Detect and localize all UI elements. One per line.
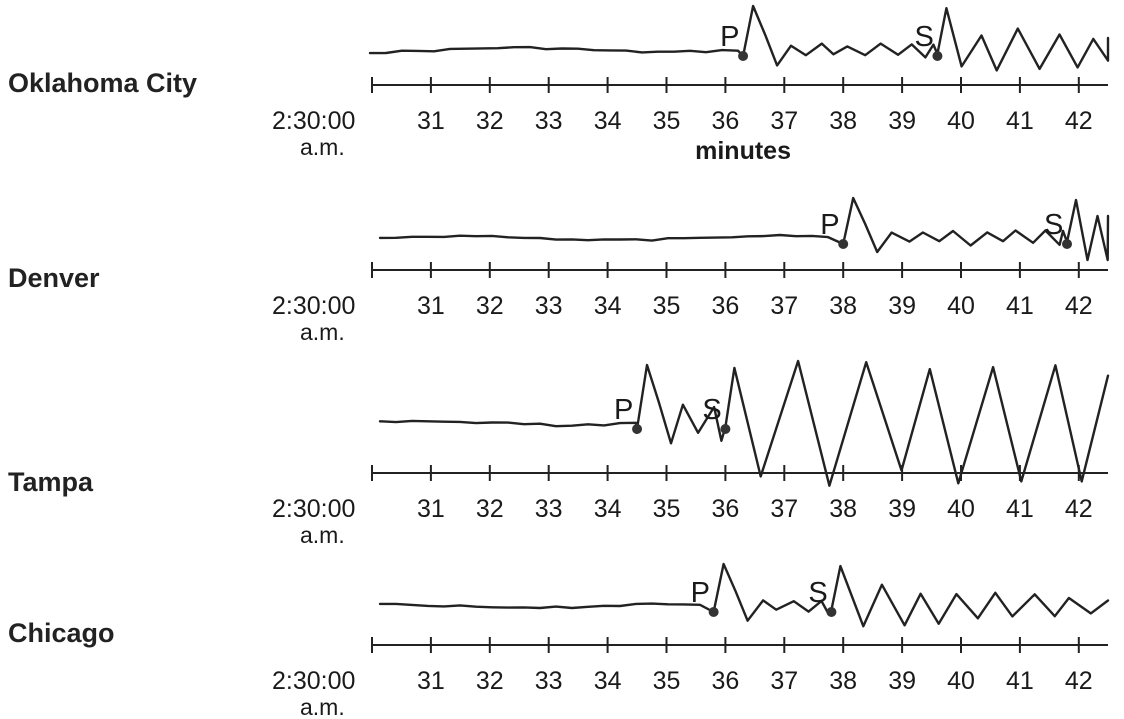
- p-wave-arrival-dot: [838, 239, 849, 249]
- axis-start-label: 2:30:00: [272, 292, 355, 320]
- tick-label: 40: [947, 292, 975, 320]
- tick-label: 38: [829, 667, 857, 695]
- s-wave-arrival-dot: [1062, 239, 1073, 249]
- tick-label: 42: [1065, 292, 1093, 320]
- tick-label: 42: [1065, 667, 1093, 695]
- tick-label: 37: [770, 292, 798, 320]
- station-label-oklahoma-city: Oklahoma City: [8, 68, 198, 98]
- waveform-trace: [368, 4, 1110, 72]
- tick-label: 32: [476, 495, 504, 523]
- tick-label: 39: [888, 107, 916, 135]
- time-axis: 2:30:00a.m. 31 32 33 34 35 36 37 38 39 40 41 42: [272, 637, 1108, 719]
- tick-label: 41: [1006, 667, 1034, 695]
- seismogram-tampa: P S 2:30:00a.m. 31 32 33 34 35 36 37 38 39 40 41 42: [272, 359, 1110, 548]
- tick-label: 33: [535, 667, 563, 695]
- seismogram-chicago: P S 2:30:00a.m. 31 32 33 34 35 36 37 38 39 40 41 42: [272, 562, 1110, 719]
- tick-label: 33: [535, 107, 563, 135]
- tick-label: 41: [1006, 107, 1034, 135]
- seismogram-oklahoma-city: P S 2:30:00a.m. 31 32 33 34 35 36 37 38 39 40 41 42 min…: [272, 4, 1110, 165]
- tick-label: 39: [888, 667, 916, 695]
- tick-label: 33: [535, 292, 563, 320]
- tick-label: 35: [653, 107, 681, 135]
- p-wave-label: P: [820, 209, 839, 241]
- tick-label: 40: [947, 667, 975, 695]
- tick-label: 32: [476, 292, 504, 320]
- tick-label: 41: [1006, 495, 1034, 523]
- waveform-trace: [378, 196, 1110, 262]
- s-wave-label: S: [914, 21, 933, 53]
- tick-label: 37: [770, 667, 798, 695]
- tick-label: 35: [653, 292, 681, 320]
- time-axis: 2:30:00a.m. 31 32 33 34 35 36 37 38 39 40 41 42: [272, 465, 1108, 548]
- tick-label: 41: [1006, 292, 1034, 320]
- tick-label: 34: [594, 495, 622, 523]
- tick-label: 40: [947, 107, 975, 135]
- tick-label: 32: [476, 667, 504, 695]
- tick-label: 35: [653, 495, 681, 523]
- axis-start-sublabel: a.m.: [300, 134, 345, 160]
- tick-label: 37: [770, 495, 798, 523]
- tick-label: 33: [535, 495, 563, 523]
- time-axis: 2:30:00a.m. 31 32 33 34 35 36 37 38 39 40 41 42: [272, 262, 1108, 345]
- p-wave-arrival-dot: [708, 607, 719, 617]
- tick-label: 34: [594, 667, 622, 695]
- tick-label: 32: [476, 107, 504, 135]
- p-wave-label: P: [720, 21, 739, 53]
- tick-label: 36: [711, 107, 739, 135]
- axis-start-sublabel: a.m.: [300, 522, 345, 548]
- tick-label: 34: [594, 292, 622, 320]
- tick-label: 39: [888, 292, 916, 320]
- tick-label: 38: [829, 495, 857, 523]
- tick-label: 37: [770, 107, 798, 135]
- tick-label: 36: [711, 495, 739, 523]
- p-wave-label: P: [614, 394, 633, 426]
- tick-label: 31: [417, 667, 445, 695]
- p-wave-arrival-dot: [632, 424, 643, 434]
- p-wave-arrival-dot: [738, 51, 749, 61]
- station-label-denver: Denver: [8, 263, 100, 293]
- tick-label: 31: [417, 495, 445, 523]
- tick-label: 42: [1065, 107, 1093, 135]
- s-wave-arrival-dot: [932, 51, 943, 61]
- seismogram-denver: P S 2:30:00a.m. 31 32 33 34 35 36 37 38 39 40 41 42: [272, 196, 1110, 345]
- tick-label: 42: [1065, 495, 1093, 523]
- station-label-chicago: Chicago: [8, 618, 115, 648]
- s-wave-arrival-dot: [720, 424, 731, 434]
- s-wave-arrival-dot: [826, 607, 837, 617]
- axis-unit-label: minutes: [695, 137, 791, 165]
- station-label-tampa: Tampa: [8, 467, 94, 497]
- axis-start-label: 2:30:00: [272, 667, 355, 695]
- waveform-trace: [378, 562, 1110, 628]
- time-axis: 2:30:00a.m. 31 32 33 34 35 36 37 38 39 40 41 42 minut…: [272, 77, 1108, 165]
- axis-start-sublabel: a.m.: [300, 694, 345, 719]
- tick-label: 40: [947, 495, 975, 523]
- tick-label: 35: [653, 667, 681, 695]
- s-wave-label: S: [702, 394, 721, 426]
- s-wave-label: S: [1044, 209, 1063, 241]
- tick-label: 31: [417, 292, 445, 320]
- tick-label: 31: [417, 107, 445, 135]
- tick-label: 34: [594, 107, 622, 135]
- tick-label: 38: [829, 292, 857, 320]
- tick-label: 39: [888, 495, 916, 523]
- tick-label: 38: [829, 107, 857, 135]
- axis-start-label: 2:30:00: [272, 495, 355, 523]
- axis-start-sublabel: a.m.: [300, 319, 345, 345]
- waveform-trace: [378, 359, 1110, 487]
- s-wave-label: S: [808, 577, 827, 609]
- tick-label: 36: [711, 292, 739, 320]
- tick-label: 36: [711, 667, 739, 695]
- p-wave-label: P: [691, 577, 710, 609]
- axis-start-label: 2:30:00: [272, 107, 355, 135]
